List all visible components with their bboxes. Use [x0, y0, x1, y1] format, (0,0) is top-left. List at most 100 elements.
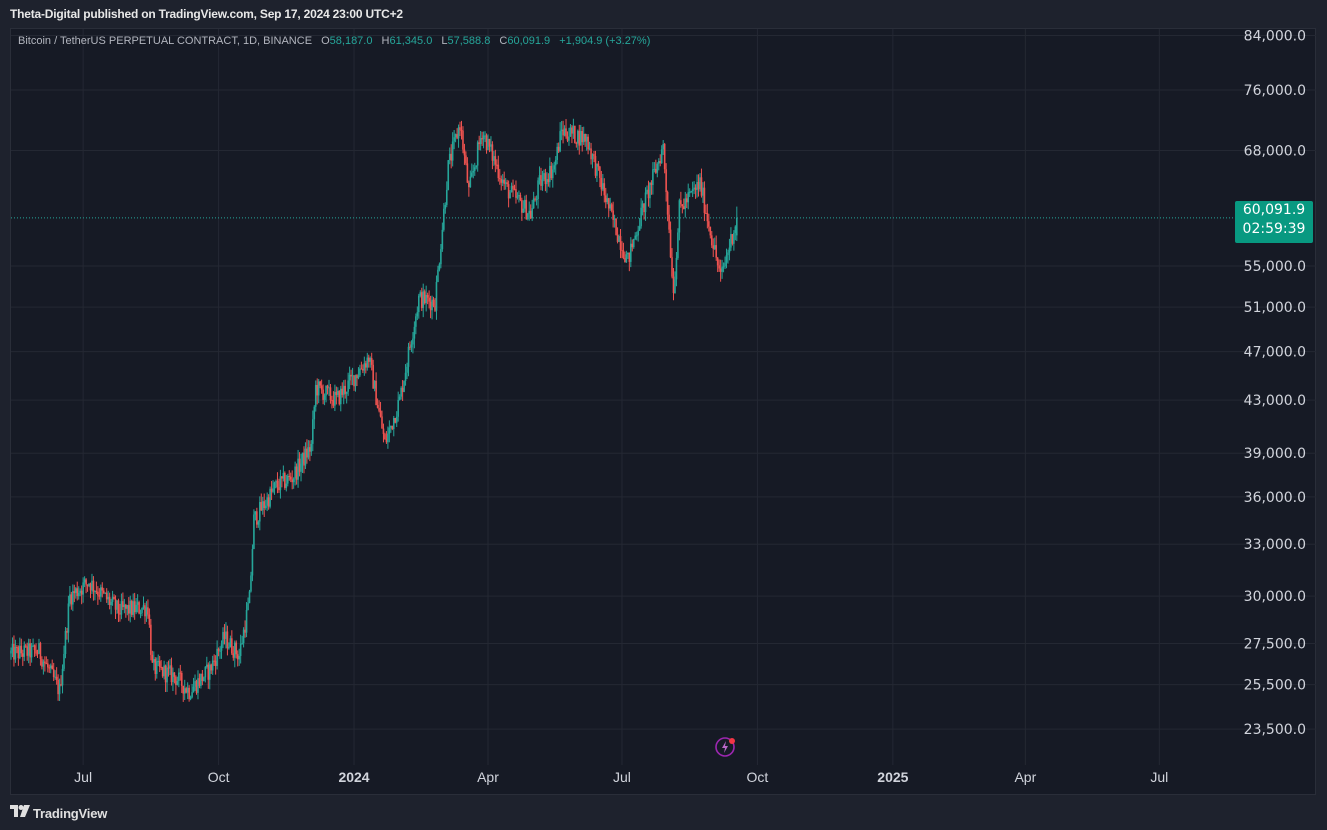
candle-body [351, 375, 354, 377]
candle-body [678, 200, 681, 233]
candle [247, 597, 249, 611]
candles [10, 118, 738, 702]
candle-body [494, 156, 497, 165]
candle-body [347, 380, 349, 392]
candle [347, 372, 349, 396]
candle-body [172, 672, 174, 683]
candle-body [173, 672, 176, 677]
candle [456, 128, 458, 140]
candle [716, 256, 719, 273]
candle-body [300, 463, 302, 472]
candle [507, 180, 510, 208]
candle-body [616, 234, 619, 242]
candle [724, 256, 726, 270]
candle-body [522, 208, 525, 213]
candle [192, 677, 195, 693]
candle [727, 249, 729, 264]
footer-brand[interactable]: TradingView [33, 805, 108, 821]
candle-body [400, 387, 402, 397]
candle [216, 640, 218, 670]
candle [518, 190, 520, 203]
candle [226, 625, 229, 656]
candle [624, 251, 626, 263]
candle-body [587, 136, 589, 150]
candle-body [341, 388, 344, 395]
y-tick-label: 30,000.0 [1244, 589, 1306, 605]
candle [479, 131, 482, 151]
candle [594, 150, 597, 179]
candle [256, 507, 258, 528]
candle-body [504, 182, 507, 184]
candle [356, 373, 358, 387]
candle [353, 375, 355, 391]
candle-body [223, 632, 226, 639]
candle [604, 187, 607, 209]
candle-body [382, 428, 385, 435]
candle [245, 602, 248, 638]
candle [48, 664, 51, 673]
legend-change: +1,904.9 (+3.27%) [559, 35, 651, 47]
candle [219, 646, 221, 659]
candle [544, 168, 547, 192]
candle-body [247, 603, 249, 610]
candle-body [225, 631, 227, 639]
candle-body [730, 234, 732, 248]
candle-body [323, 395, 326, 400]
candle [86, 584, 89, 592]
candle [200, 673, 202, 689]
tradingview-logo-icon[interactable] [10, 804, 30, 822]
candle-body [238, 655, 240, 660]
candle [203, 676, 205, 682]
candle [114, 595, 117, 620]
candle-body [722, 266, 725, 268]
candle [281, 476, 283, 488]
candle-body [288, 475, 291, 477]
candle-body [531, 208, 533, 219]
candle-body [672, 276, 675, 294]
candle-body [291, 479, 293, 483]
candle [663, 142, 666, 174]
candle [575, 141, 578, 148]
candle [42, 659, 45, 675]
candle [47, 659, 49, 673]
candle-body [206, 664, 208, 667]
x-tick-label: Oct [208, 769, 230, 785]
candle [98, 588, 101, 600]
candle [323, 393, 326, 406]
candle-body [36, 653, 39, 655]
candle-body [322, 389, 324, 400]
candle-body [157, 661, 160, 663]
candle [92, 576, 95, 601]
candle [269, 486, 271, 509]
candle-body [309, 447, 311, 452]
candle-body [101, 587, 104, 591]
candle-body [710, 235, 713, 246]
candle-body [136, 602, 139, 605]
candle [398, 394, 401, 401]
candle [600, 170, 603, 196]
candle [657, 158, 660, 171]
candle [373, 380, 376, 392]
candle-body [107, 596, 109, 600]
candle-body [51, 665, 54, 670]
candle [211, 655, 214, 675]
candle-body [725, 255, 728, 263]
candle-body [276, 480, 279, 488]
lightning-bolt-icon[interactable] [715, 736, 737, 758]
candle [210, 663, 213, 674]
candle-body [326, 385, 329, 389]
candle-body [462, 130, 464, 150]
candle-body [369, 358, 372, 362]
candle-body [579, 131, 582, 146]
candle-body [57, 679, 59, 695]
candle [416, 306, 419, 321]
candle-body [11, 644, 14, 651]
legend-low-value: 57,588.8 [447, 35, 491, 47]
candle-body [39, 643, 42, 660]
candle [655, 159, 657, 174]
candle [130, 599, 133, 618]
candle [469, 170, 472, 188]
chart-pane[interactable] [10, 28, 1316, 795]
candle [451, 132, 454, 167]
